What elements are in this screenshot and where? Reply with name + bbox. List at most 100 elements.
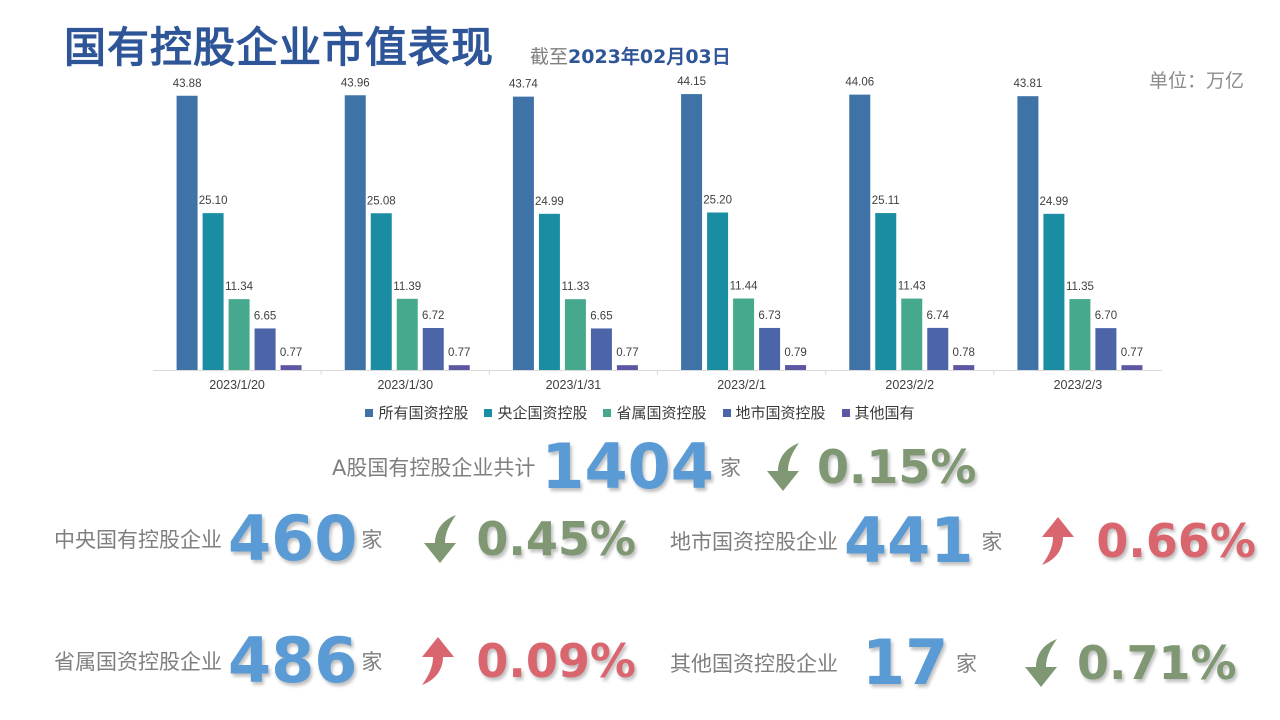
stat-city-count: 441 <box>844 504 974 577</box>
bar <box>176 95 198 370</box>
data-label: 24.99 <box>1040 196 1069 208</box>
bar <box>1069 299 1091 370</box>
bar <box>849 94 871 370</box>
bar <box>370 213 392 370</box>
arrow-up-icon <box>416 635 462 687</box>
stat-other-unit: 家 <box>956 652 977 676</box>
stat-province: 省属国资控股企业 486 家 0.09% <box>54 630 636 692</box>
arrow-down-icon <box>1017 637 1063 689</box>
stat-province-change: 0.09% <box>476 634 637 688</box>
bar <box>1121 365 1143 370</box>
data-label: 6.72 <box>422 310 444 322</box>
arrow-down-icon <box>416 513 462 565</box>
stat-city-change: 0.66% <box>1096 514 1257 568</box>
date-label: 截至2023年02月03日 <box>530 42 731 69</box>
data-label: 0.77 <box>616 347 638 359</box>
bar <box>590 328 612 370</box>
data-label: 6.74 <box>927 310 950 322</box>
data-label: 11.39 <box>393 281 421 293</box>
x-tick-label: 2023/2/2 <box>885 378 934 392</box>
legend-swatch <box>484 408 493 417</box>
data-label: 44.15 <box>677 76 706 88</box>
data-label: 11.35 <box>1066 281 1094 293</box>
data-label: 0.77 <box>448 347 470 359</box>
stat-central-unit: 家 <box>361 528 383 552</box>
data-label: 44.06 <box>845 77 874 89</box>
legend-item: 其他国有 <box>841 402 915 423</box>
chart-legend: 所有国资控股 央企国资控股 省属国资控股 地市国资控股 其他国有 <box>0 402 1280 423</box>
data-label: 11.34 <box>225 281 254 293</box>
legend-item: 地市国资控股 <box>722 402 826 423</box>
bar <box>344 95 366 370</box>
data-label: 0.78 <box>953 347 975 359</box>
stat-other-count: 17 <box>862 626 949 699</box>
legend-label: 其他国有 <box>854 404 915 422</box>
date-value: 2023年02月03日 <box>568 46 731 68</box>
stat-central-count: 460 <box>228 502 358 575</box>
data-label: 11.43 <box>898 281 926 293</box>
bar <box>1017 96 1039 370</box>
stat-total: A股国有控股企业共计 1404 家 0.15% <box>332 436 977 498</box>
data-label: 25.10 <box>199 195 228 207</box>
x-tick-label: 2023/2/3 <box>1054 378 1103 392</box>
bar <box>512 96 534 370</box>
data-label: 24.99 <box>535 196 564 208</box>
date-prefix: 截至 <box>530 46 569 68</box>
stat-other: 其他国资控股企业 17 家 0.71% <box>670 632 1237 694</box>
stat-total-count: 1404 <box>541 430 714 503</box>
bar <box>1095 328 1117 370</box>
stat-total-unit: 家 <box>719 456 741 480</box>
legend-item: 央企国资控股 <box>484 402 587 423</box>
bar <box>616 365 638 370</box>
data-label: 0.77 <box>280 347 302 359</box>
stat-central-change: 0.45% <box>476 512 637 566</box>
stat-province-unit: 家 <box>361 650 383 674</box>
bar <box>538 213 560 370</box>
x-tick-label: 2023/2/1 <box>717 378 766 392</box>
data-label: 6.70 <box>1095 310 1117 322</box>
data-label: 25.20 <box>703 195 732 207</box>
arrow-down-icon <box>759 441 805 493</box>
bar <box>254 328 276 370</box>
bar <box>1043 213 1065 370</box>
stat-total-label: A股国有控股企业共计 <box>332 456 536 480</box>
bar <box>681 94 703 370</box>
data-label: 43.81 <box>1014 78 1043 90</box>
legend-label: 省属国资控股 <box>616 404 707 422</box>
legend-item: 省属国资控股 <box>603 402 707 423</box>
bar <box>733 298 755 370</box>
stat-total-change: 0.15% <box>816 440 977 494</box>
x-tick-label: 2023/1/20 <box>209 378 265 392</box>
data-label: 25.11 <box>872 195 900 207</box>
data-label: 0.79 <box>784 347 806 359</box>
stat-province-count: 486 <box>228 624 358 697</box>
bar <box>953 365 975 370</box>
stat-city: 地市国资控股企业 441 家 0.66% <box>670 510 1256 572</box>
x-tick-label: 2023/1/31 <box>546 378 602 392</box>
bar <box>759 327 781 370</box>
bar <box>875 213 897 370</box>
bar <box>707 212 729 370</box>
stat-city-unit: 家 <box>981 530 1003 554</box>
stat-city-label: 地市国资控股企业 <box>670 530 838 554</box>
bar <box>927 327 949 370</box>
legend-label: 央企国资控股 <box>497 404 588 422</box>
stat-other-change: 0.71% <box>1077 636 1237 690</box>
bar-chart: 43.88 25.10 11.34 6.65 0.77 2023/1/20 43.96 25.… <box>153 76 1162 392</box>
legend-label: 所有国资控股 <box>378 404 469 422</box>
bar <box>280 365 302 370</box>
legend-label: 地市国资控股 <box>735 404 826 422</box>
bar <box>228 299 250 370</box>
page-title: 国有控股企业市值表现 <box>64 23 495 72</box>
bar <box>422 328 444 370</box>
data-label: 6.73 <box>758 310 780 322</box>
stat-other-label: 其他国资控股企业 <box>670 652 838 676</box>
legend-item: 所有国资控股 <box>365 402 468 423</box>
data-label: 6.65 <box>590 310 612 322</box>
bar <box>564 299 586 370</box>
data-label: 11.33 <box>561 281 589 293</box>
bar <box>785 365 807 370</box>
stat-central: 中央国有控股企业 460 家 0.45% <box>54 508 636 570</box>
legend-swatch <box>841 408 850 417</box>
unit-label: 单位：万亿 <box>1148 70 1244 92</box>
